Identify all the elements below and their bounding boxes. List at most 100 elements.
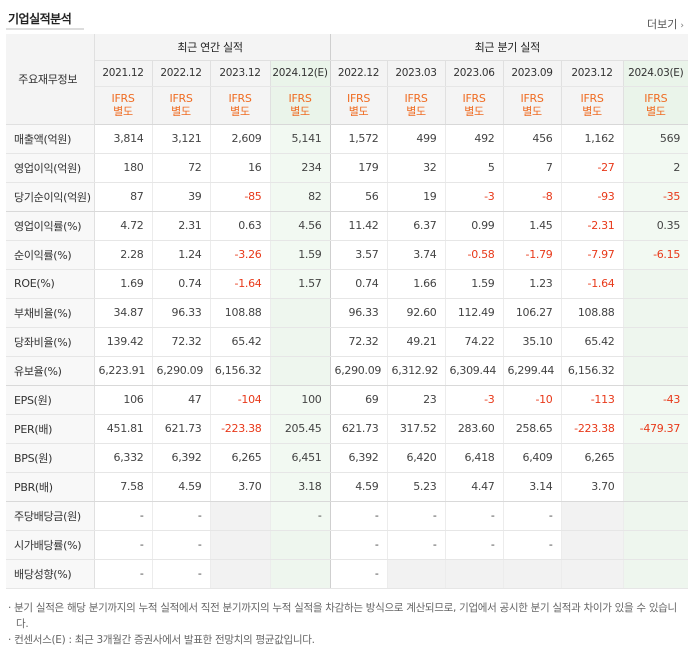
table-cell [561,501,624,531]
table-cell: 87 [94,182,153,212]
table-cell: 92.60 [387,298,446,328]
table-cell: 283.60 [445,414,504,444]
ifrs-basis-label: 별도 [464,105,484,118]
table-cell: 1.45 [503,211,562,241]
table-cell: 6.37 [387,211,446,241]
table-cell: 2.28 [94,240,153,270]
table-row: 유보율(%) 6,223.91 6,290.09 6,156.32 6,290.09 6,… [6,356,689,386]
table-cell: -85 [210,182,271,212]
ifrs-basis-label: 별도 [171,105,191,118]
table-cell: 16 [210,153,271,183]
table-cell: 6,309.44 [445,356,504,386]
table-row: 당좌비율(%) 139.42 72.32 65.42 72.32 49.21 74.22 35… [6,327,689,357]
quarter-group-header: 최근 분기 실적 [330,34,689,61]
ifrs-label: IFRS [288,92,312,105]
table-cell: 3,814 [94,124,153,154]
table-cell: 112.49 [445,298,504,328]
period-header: 2021.12 [94,60,153,87]
period-header: 2022.12 [152,60,211,87]
ifrs-label: IFRS [169,92,193,105]
row-label: 배당성향(%) [6,559,95,589]
table-cell [270,356,331,386]
table-cell: 6,418 [445,443,504,473]
table-cell: - [387,530,446,560]
ifrs-header: IFRS 별도 [152,86,211,125]
table-cell: -2.31 [561,211,624,241]
table-cell: 234 [270,153,331,183]
table-cell: -27 [561,153,624,183]
table-cell: 569 [623,124,689,154]
section-title: 기업실적분석 [8,12,72,26]
period-header: 2024.12(E) [270,60,331,87]
table-cell: 56 [330,182,388,212]
table-cell: - [94,530,153,560]
table-cell: - [445,501,504,531]
table-cell: 72.32 [330,327,388,357]
table-cell: 621.73 [330,414,388,444]
table-cell: 82 [270,182,331,212]
table-cell: 621.73 [152,414,211,444]
table-row: 부채비율(%) 34.87 96.33 108.88 96.33 92.60 112.49 1… [6,298,689,328]
table-cell: - [387,501,446,531]
table-row: 주당배당금(원) - - - - - - - [6,501,689,531]
ifrs-label: IFRS [347,92,371,105]
table-cell: 39 [152,182,211,212]
table-cell: 4.59 [152,472,211,502]
table-cell [623,501,689,531]
annual-group-header: 최근 연간 실적 [94,34,331,61]
ifrs-basis-label: 별도 [645,105,666,118]
table-cell: 205.45 [270,414,331,444]
table-cell: 5 [445,153,504,183]
table-cell: 6,392 [152,443,211,473]
table-cell: 3,121 [152,124,211,154]
table-cell: 106 [94,385,153,415]
table-cell: - [330,501,388,531]
section-header: 기업실적분석 더보기 › [0,0,694,34]
period-header: 2022.12 [330,60,388,87]
table-cell: 1.23 [503,269,562,299]
ifrs-basis-label: 별도 [290,105,310,118]
period-header: 2023.03 [387,60,446,87]
row-label: ROE(%) [6,269,95,299]
ifrs-header: IFRS 별도 [210,86,271,125]
table-cell: -10 [503,385,562,415]
table-cell: 108.88 [561,298,624,328]
period-header: 2023.09 [503,60,562,87]
table-cell [561,559,624,589]
table-cell [270,298,331,328]
row-label: EPS(원) [6,385,95,415]
table-cell: -43 [623,385,689,415]
table-cell: -104 [210,385,271,415]
table-cell: 6,312.92 [387,356,446,386]
table-cell: - [445,530,504,560]
table-cell: 32 [387,153,446,183]
table-row: PER(배) 451.81 621.73 -223.38 205.45 621.73 317… [6,414,689,444]
chevron-right-icon: › [680,21,684,31]
table-cell: -3 [445,385,504,415]
row-label: 순이익률(%) [6,240,95,270]
table-cell: 499 [387,124,446,154]
table-cell: 19 [387,182,446,212]
table-row: 배당성향(%) - - - [6,559,689,589]
ifrs-header: IFRS 별도 [270,86,331,125]
table-cell: - [152,559,211,589]
table-cell: 100 [270,385,331,415]
table-cell: 3.57 [330,240,388,270]
table-cell: 0.74 [330,269,388,299]
table-cell: 96.33 [152,298,211,328]
title-underline [6,28,84,30]
table-cell: 3.18 [270,472,331,502]
table-cell: 6,409 [503,443,562,473]
table-cell: -7.97 [561,240,624,270]
period-header: 2023.12 [210,60,271,87]
table-cell: - [94,559,153,589]
ifrs-header: IFRS 별도 [561,86,624,125]
table-cell: 11.42 [330,211,388,241]
table-cell: -93 [561,182,624,212]
financial-table: 주요재무정보 최근 연간 실적 최근 분기 실적 2021.12 2022.12 2… [6,34,689,589]
table-cell: 180 [94,153,153,183]
table-cell: 72.32 [152,327,211,357]
ifrs-label: IFRS [580,92,604,105]
table-cell: 5.23 [387,472,446,502]
more-link[interactable]: 더보기 › [647,16,684,32]
